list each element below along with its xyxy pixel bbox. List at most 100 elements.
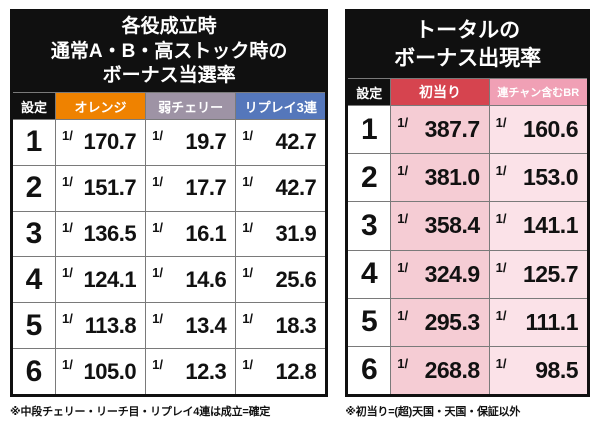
fraction-prefix: 1/	[397, 307, 409, 323]
value-cell: 1/160.6	[489, 106, 587, 154]
fraction-value: 31.9	[275, 221, 317, 247]
value-cell: 1/19.7	[146, 120, 236, 165]
value-cell: 1/170.7	[56, 120, 146, 165]
fraction-prefix: 1/	[495, 259, 507, 275]
column-header-first-hit: 初当り	[391, 79, 489, 105]
value-cell: 1/98.5	[489, 346, 587, 394]
fraction-value: 170.7	[83, 129, 137, 155]
tables-row: 各役成立時 通常A・B・高ストック時の ボーナス当選率 設定 オレンジ 弱チェリ…	[10, 9, 590, 419]
fraction-prefix: 1/	[495, 307, 507, 323]
setting-column-header: 設定	[13, 93, 55, 119]
setting-number: 3	[13, 211, 55, 257]
fraction-value: 141.1	[522, 212, 579, 239]
setting-number: 1	[348, 106, 391, 154]
fraction-prefix: 1/	[397, 259, 409, 275]
setting-number: 6	[13, 349, 55, 394]
right-table-title: トータルの ボーナス出現率	[348, 12, 587, 78]
value-cell: 1/324.9	[391, 250, 489, 298]
fraction-prefix: 1/	[152, 357, 163, 373]
column-header-replay3: リプレイ3連	[236, 93, 326, 119]
fraction-prefix: 1/	[62, 127, 73, 143]
value-cell: 1/12.8	[236, 349, 326, 394]
title-line: ボーナス出現率	[394, 47, 542, 70]
fraction-prefix: 1/	[242, 265, 254, 281]
fraction-prefix: 1/	[495, 211, 507, 227]
value-cell: 1/268.8	[391, 346, 489, 394]
fraction-value: 160.6	[522, 116, 579, 143]
fraction-value: 381.0	[424, 164, 481, 191]
title-line: ボーナス当選率	[102, 65, 236, 87]
value-cell: 1/295.3	[391, 298, 489, 346]
fraction-value: 358.4	[424, 212, 481, 239]
value-cell: 1/381.0	[391, 154, 489, 202]
column-header-orange: オレンジ	[56, 93, 146, 119]
fraction-prefix: 1/	[397, 115, 409, 131]
bonus-win-rate-table-box: 各役成立時 通常A・B・高ストック時の ボーナス当選率 設定 オレンジ 弱チェリ…	[10, 9, 329, 397]
fraction-value: 42.7	[275, 129, 317, 155]
fraction-value: 324.9	[424, 260, 481, 287]
fraction-value: 17.7	[185, 175, 227, 201]
fraction-value: 98.5	[535, 356, 578, 383]
setting-column-header: 設定	[348, 79, 391, 105]
value-cell: 1/12.3	[146, 349, 236, 394]
fraction-prefix: 1/	[397, 163, 409, 179]
total-bonus-rate-section: トータルの ボーナス出現率 設定 初当り 連チャン含むBR 1 1/387.7 …	[345, 9, 590, 419]
fraction-prefix: 1/	[62, 219, 73, 235]
fraction-prefix: 1/	[62, 265, 73, 281]
total-bonus-rate-table-box: トータルの ボーナス出現率 設定 初当り 連チャン含むBR 1 1/387.7 …	[345, 9, 590, 397]
value-cell: 1/105.0	[56, 349, 146, 394]
setting-number: 4	[13, 257, 55, 303]
setting-number: 1	[13, 120, 55, 165]
value-cell: 1/125.7	[489, 250, 587, 298]
fraction-prefix: 1/	[242, 311, 254, 327]
setting-number: 5	[13, 303, 55, 349]
value-cell: 1/141.1	[489, 202, 587, 250]
fraction-value: 151.7	[83, 175, 137, 201]
value-cell: 1/358.4	[391, 202, 489, 250]
fraction-value: 387.7	[424, 116, 481, 143]
value-cell: 1/111.1	[489, 298, 587, 346]
fraction-prefix: 1/	[397, 211, 409, 227]
fraction-value: 12.8	[275, 358, 317, 384]
title-line: 通常A・B・高ストック時の	[50, 40, 288, 62]
fraction-value: 111.1	[525, 308, 578, 335]
fraction-value: 25.6	[275, 266, 317, 292]
value-cell: 1/13.4	[146, 303, 236, 349]
fraction-value: 105.0	[83, 358, 137, 384]
fraction-value: 136.5	[83, 221, 137, 247]
left-footnote: ※中段チェリー・リーチ目・リプレイ4連は成立=確定	[10, 406, 271, 418]
fraction-value: 153.0	[522, 164, 579, 191]
fraction-prefix: 1/	[62, 357, 73, 373]
setting-number: 5	[348, 298, 391, 346]
fraction-prefix: 1/	[152, 173, 163, 189]
fraction-value: 19.7	[185, 129, 227, 155]
fraction-prefix: 1/	[242, 127, 254, 143]
setting-number: 6	[348, 346, 391, 394]
fraction-value: 16.1	[185, 221, 227, 247]
setting-number: 4	[348, 250, 391, 298]
fraction-value: 113.8	[84, 312, 137, 338]
fraction-prefix: 1/	[397, 355, 409, 371]
value-cell: 1/42.7	[236, 165, 326, 211]
fraction-value: 12.3	[185, 358, 227, 384]
left-table-title: 各役成立時 通常A・B・高ストック時の ボーナス当選率	[13, 12, 326, 92]
title-line: 各役成立時	[121, 15, 217, 37]
setting-number: 2	[348, 154, 391, 202]
setting-number: 2	[13, 165, 55, 211]
fraction-prefix: 1/	[152, 265, 163, 281]
value-cell: 1/17.7	[146, 165, 236, 211]
value-cell: 1/16.1	[146, 211, 236, 257]
fraction-value: 125.7	[522, 260, 579, 287]
fraction-prefix: 1/	[152, 311, 163, 327]
value-cell: 1/14.6	[146, 257, 236, 303]
fraction-prefix: 1/	[242, 357, 254, 373]
column-header-renchan-br: 連チャン含むBR	[489, 79, 587, 105]
fraction-prefix: 1/	[152, 219, 163, 235]
setting-number: 3	[348, 202, 391, 250]
fraction-prefix: 1/	[62, 311, 73, 327]
value-cell: 1/153.0	[489, 154, 587, 202]
fraction-value: 295.3	[424, 308, 481, 335]
value-cell: 1/25.6	[236, 257, 326, 303]
value-cell: 1/113.8	[56, 303, 146, 349]
